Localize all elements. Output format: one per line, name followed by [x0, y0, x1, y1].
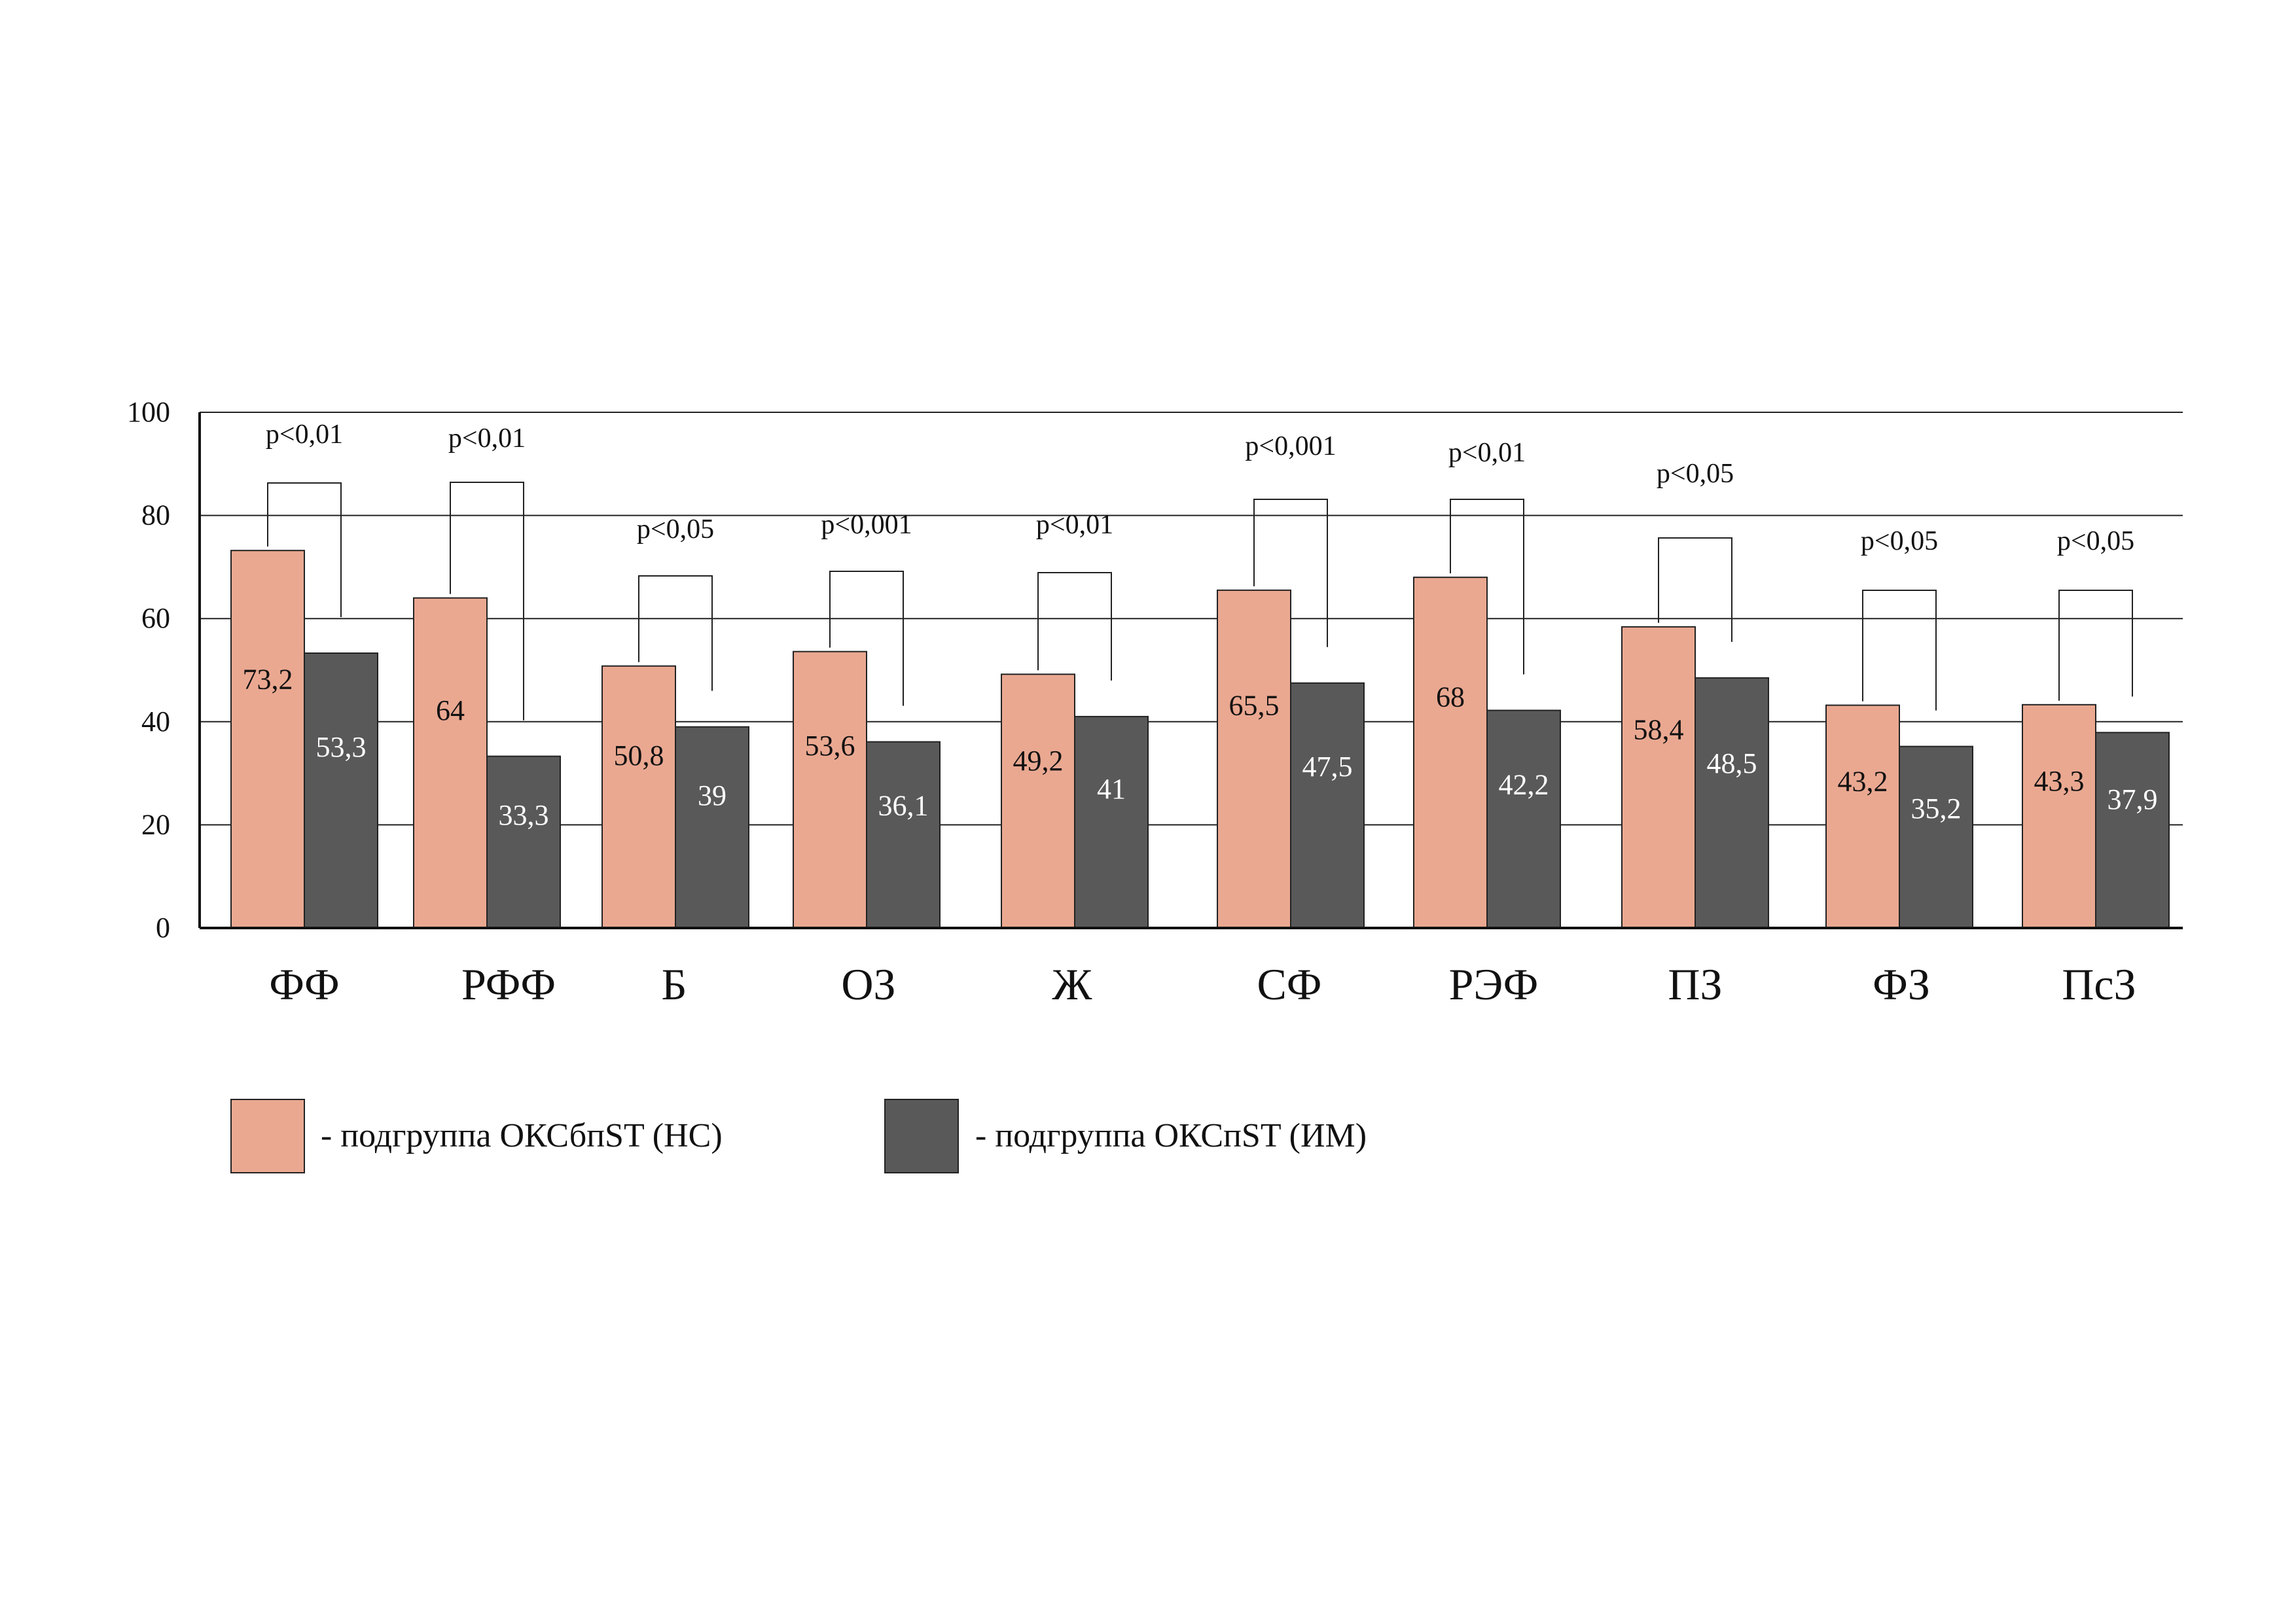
y-tick-label: 20 [141, 808, 170, 840]
bar-ns [2022, 704, 2096, 929]
bar-value-label: 64 [436, 694, 465, 726]
p-value-label: p<0,05 [1861, 526, 1938, 556]
bar-value-label: 47,5 [1302, 751, 1353, 783]
legend-swatch [884, 1099, 959, 1173]
bar-value-label: 36,1 [878, 789, 929, 821]
bar-ns [793, 651, 867, 929]
bar-im [304, 652, 378, 929]
bar-ns [1825, 704, 1900, 929]
bar-value-label: 65,5 [1229, 689, 1280, 721]
p-value-label: p<0,001 [1245, 431, 1336, 461]
p-value-label: p<0,05 [637, 514, 714, 544]
bar-value-label: 50,8 [614, 740, 664, 772]
p-value-label: p<0,01 [1448, 438, 1526, 468]
bar-im [486, 755, 561, 929]
significance-bracket [450, 482, 524, 721]
labels: 73,2 53,3 p<0,01 ФФ 64 33,3 p<0,01 РФФ 50,8 39 p<0… [243, 419, 2158, 1009]
bar-value-label: 42,2 [1499, 769, 1549, 801]
bars [230, 550, 2170, 929]
y-tick-label: 0 [156, 912, 170, 944]
y-tick-label: 100 [127, 396, 170, 428]
p-value-label: p<0,001 [821, 510, 912, 540]
significance-bracket [1037, 572, 1112, 681]
x-tick-label: ПЗ [1668, 959, 1722, 1009]
bar-value-label: 53,3 [316, 731, 367, 763]
bar-ns [601, 665, 676, 929]
bar-value-label: 58,4 [1634, 713, 1684, 745]
legend-swatch [230, 1099, 305, 1173]
bar-im [1290, 682, 1365, 929]
bar-value-label: 33,3 [499, 799, 549, 831]
p-value-label: p<0,01 [448, 423, 526, 454]
bar-value-label: 39 [698, 779, 726, 812]
p-value-label: p<0,05 [2057, 526, 2134, 556]
x-tick-label: ФЗ [1873, 959, 1930, 1009]
significance-bracket [1253, 499, 1328, 647]
significance-bracket [2058, 590, 2133, 701]
bar-im [1074, 715, 1149, 929]
significance-bracket [638, 575, 713, 691]
x-tick-label: РФФ [461, 959, 556, 1009]
significance-brackets [267, 482, 2133, 721]
bar-value-label: 43,2 [1838, 765, 1888, 797]
bar-ns [1621, 626, 1696, 929]
significance-bracket [1658, 537, 1732, 642]
bar-ns [1413, 577, 1488, 929]
bar-im [675, 726, 749, 929]
bar-value-label: 37,9 [2108, 783, 2158, 815]
axes: 0 20 40 60 80 100 [127, 396, 2183, 944]
legend: - подгруппа ОКСбпST (НС) - подгруппа ОКСп… [230, 1099, 1367, 1173]
legend-label: - подгруппа ОКСбпST (НС) [321, 1117, 723, 1154]
p-value-label: p<0,01 [266, 419, 343, 450]
x-tick-label: ОЗ [841, 959, 895, 1009]
p-value-label: p<0,01 [1036, 510, 1113, 540]
bar-im [866, 741, 941, 929]
x-tick-label: ПсЗ [2062, 959, 2136, 1009]
x-tick-label: РЭФ [1449, 959, 1539, 1009]
bar-value-label: 41 [1097, 773, 1126, 805]
y-tick-label: 80 [141, 499, 170, 531]
bar-im [1899, 745, 1973, 929]
bar-im [1695, 677, 1769, 929]
bar-ns [413, 597, 488, 929]
bar-value-label: 48,5 [1707, 747, 1757, 779]
bar-ns [230, 550, 305, 929]
y-tick-label: 60 [141, 602, 170, 634]
bar-im [1486, 709, 1561, 929]
bar-value-label: 35,2 [1911, 793, 1962, 825]
bar-value-label: 53,6 [805, 730, 855, 762]
p-value-label: p<0,05 [1657, 459, 1734, 489]
y-tick-label: 40 [141, 705, 170, 738]
bar-ns [1217, 589, 1291, 929]
x-tick-label: Ж [1052, 959, 1092, 1009]
bar-im [2095, 732, 2170, 929]
x-tick-label: Б [661, 959, 687, 1009]
x-tick-label: ФФ [269, 959, 339, 1009]
bar-value-label: 73,2 [243, 663, 293, 695]
bar-value-label: 49,2 [1013, 745, 1064, 777]
bar-value-label: 68 [1436, 681, 1465, 713]
x-tick-label: СФ [1257, 959, 1321, 1009]
significance-bracket [1450, 499, 1524, 675]
significance-bracket [267, 482, 342, 617]
significance-bracket [829, 571, 904, 706]
bar-value-label: 43,3 [2034, 765, 2085, 797]
legend-label: - подгруппа ОКСпST (ИМ) [975, 1117, 1367, 1154]
bar-ns [1001, 673, 1075, 929]
significance-bracket [1862, 590, 1937, 711]
